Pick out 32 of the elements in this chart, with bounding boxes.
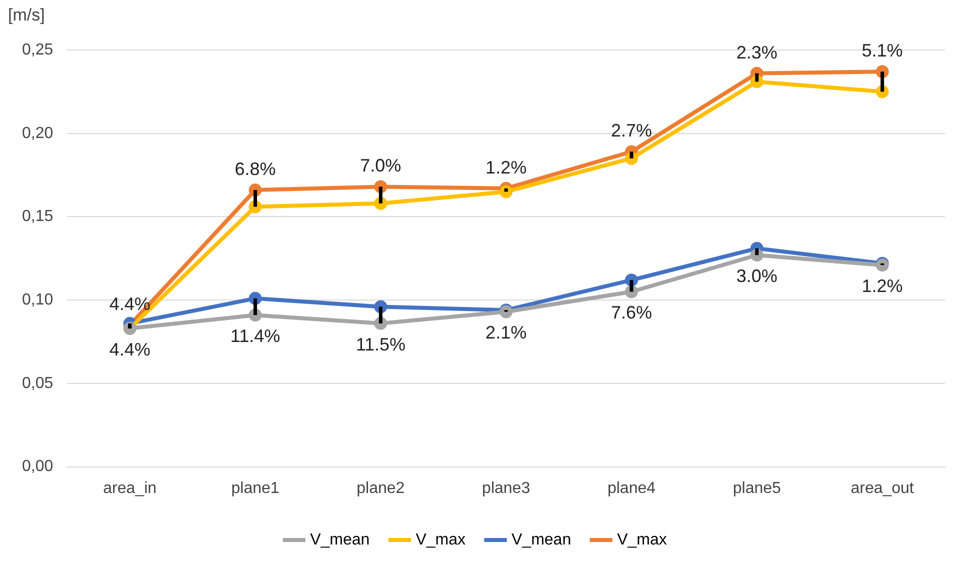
annotation: 11.4% [230, 326, 280, 346]
x-tick-label: plane5 [732, 480, 782, 497]
y-tick-label: 0,05 [22, 374, 54, 392]
annotation: 2.1% [486, 322, 527, 343]
x-tick-label: area_out [850, 480, 914, 497]
x-tick-label: plane4 [607, 480, 656, 497]
annotation: 7.0% [360, 156, 402, 176]
annotation: 11.5% [356, 334, 406, 354]
annotation: 7.6% [610, 302, 652, 323]
annotation: 3.0% [736, 266, 778, 286]
x-tick-label: plane1 [231, 480, 280, 497]
y-tick-label: 0,25 [22, 41, 54, 58]
y-tick-label: 0,15 [22, 208, 54, 226]
x-tick-label: plane2 [356, 480, 405, 497]
y-tick-label: 0,00 [22, 458, 54, 476]
x-tick-label: area_in [103, 480, 157, 497]
annotation: 5.1% [862, 40, 903, 61]
y-axis-title: [m/s] [8, 6, 45, 25]
annotation: 2.3% [736, 42, 778, 62]
legend-label: V_max [416, 531, 466, 548]
legend-label: V_mean [512, 531, 572, 548]
annotation: 6.8% [234, 159, 276, 180]
annotation: 1.2% [486, 157, 527, 178]
annotation: 2.7% [610, 120, 652, 141]
legend-label: V_mean [310, 531, 370, 548]
annotation: 4.4% [109, 339, 150, 360]
x-tick-label: plane3 [482, 480, 530, 497]
y-tick-label: 0,10 [22, 291, 54, 308]
legend-label: V_max [617, 531, 667, 548]
y-tick-label: 0,20 [22, 124, 54, 142]
annotation: 1.2% [862, 276, 903, 296]
annotation: 4.4% [109, 294, 150, 314]
